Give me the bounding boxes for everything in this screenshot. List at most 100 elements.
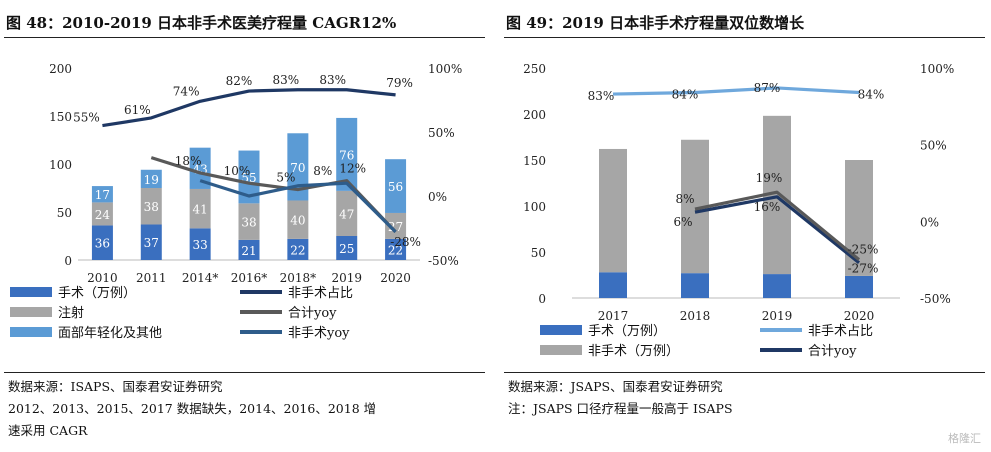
bar-segment (238, 203, 260, 240)
legend-label: 非手术（万例） (588, 344, 679, 359)
right-axis-tick: -50% (428, 254, 459, 268)
chart-title: 图 48：2010-2019 日本非手术医美疗程量 CAGR12% (6, 14, 397, 32)
bar-segment (599, 148, 627, 273)
right-axis-tick: 50% (428, 126, 455, 140)
legend-label: 手术（万例） (588, 324, 666, 339)
left-axis-tick: 150 (49, 110, 72, 124)
legend-swatch (10, 287, 52, 297)
line-data-label: 19% (756, 171, 783, 185)
source-rule (504, 372, 985, 373)
series-line (694, 190, 861, 261)
legend-label: 手术（万例） (58, 286, 136, 301)
x-tick-label: 2011 (136, 271, 167, 285)
line-data-label: 74% (173, 84, 200, 98)
x-tick-label: 2017 (598, 309, 629, 323)
bar-segment (336, 117, 358, 191)
chart-49: 0 50 100 150 200 250 -50% 0% 50% 100% 2017 2018 2019… (523, 62, 954, 359)
bar-segment (238, 150, 260, 204)
line-data-label: 8% (675, 192, 694, 206)
legend-label: 非手术yoy (288, 326, 350, 341)
bar-segment (336, 236, 358, 260)
left-axis-tick: 150 (523, 154, 546, 168)
line-data-label: -25% (848, 243, 879, 257)
x-tick-label: 2014* (182, 271, 219, 285)
bar-segment (336, 190, 358, 236)
bar-value-label: 36 (95, 237, 110, 251)
left-axis-tick: 100 (523, 200, 546, 214)
bar-value-label: 40 (290, 214, 305, 228)
bar-value-label: 76 (339, 148, 354, 162)
line-data-label: 16% (754, 200, 781, 214)
bar-segment (189, 147, 211, 189)
chart-title: 图 49：2019 日本非手术疗程量双位数增长 (506, 14, 805, 32)
bar-value-label: 24 (95, 208, 111, 222)
bar-segment (599, 272, 627, 298)
bar-segment (91, 202, 113, 226)
bar-value-label: 25 (339, 242, 354, 256)
line-data-label: 6% (673, 215, 692, 229)
left-axis-tick: 200 (49, 62, 72, 76)
bar-value-label: 38 (144, 200, 159, 214)
line-data-label: 83% (319, 73, 346, 87)
legend-label: 合计yoy (288, 306, 337, 321)
left-axis-tick: 50 (57, 206, 72, 220)
chart-48: 0 50 100 150 200 -50% 0% 50% 100% 36 37 33 21 22 25 22 2… (10, 62, 462, 341)
right-axis-tick: 100% (920, 62, 954, 76)
legend-swatch (10, 327, 52, 337)
bar-value-label: 38 (241, 216, 256, 230)
legend-label: 面部年轻化及其他 (58, 326, 162, 341)
source-line: 数据来源：JSAPS、国泰君安证券研究 (508, 379, 723, 394)
x-tick-label: 2020 (844, 309, 875, 323)
bar-segment (189, 228, 211, 260)
series-line (694, 195, 861, 264)
bar-value-label: 41 (193, 203, 208, 217)
x-tick-label: 2019 (331, 271, 362, 285)
left-axis-tick: 50 (531, 246, 546, 260)
bar-segment (385, 159, 407, 213)
bar-segment (287, 238, 309, 260)
bar-value-label: 56 (388, 180, 403, 194)
bar-segment (91, 225, 113, 260)
bar-value-label: 47 (339, 207, 354, 221)
bar-segment (238, 239, 260, 260)
legend-swatch (10, 307, 52, 317)
series-line (199, 179, 397, 233)
source-line: 2012、2013、2015、2017 数据缺失，2014、2016、2018 … (8, 401, 377, 416)
legend-swatch (540, 345, 582, 355)
source-line: 注：JSAPS 口径疗程量一般高于 ISAPS (508, 401, 733, 416)
title-rule (504, 37, 985, 38)
line-data-label: 83% (273, 73, 300, 87)
line-data-label: 10% (224, 164, 251, 178)
bar-segment (189, 188, 211, 229)
right-axis-tick: -50% (920, 292, 951, 306)
x-tick-label: 2018 (680, 309, 711, 323)
left-axis-tick: 200 (523, 108, 546, 122)
chart-panel-48: 图 48：2010-2019 日本非手术医美疗程量 CAGR12% 0 50 100… (0, 0, 491, 452)
line-data-label: 61% (124, 103, 151, 117)
bar-value-label: 33 (193, 238, 208, 252)
left-axis-tick: 250 (523, 62, 546, 76)
right-axis-tick: 0% (428, 190, 447, 204)
bar-value-label: 22 (290, 243, 305, 257)
source-line: 速采用 CAGR (8, 423, 88, 438)
watermark: 格隆汇 (948, 432, 981, 445)
series-line (102, 88, 396, 128)
x-tick-label: 2020 (380, 271, 411, 285)
line-data-label: 12% (339, 162, 366, 176)
left-axis-tick: 100 (49, 158, 72, 172)
bar-segment (140, 224, 162, 260)
bar-segment (140, 169, 162, 188)
line-data-label: 83% (588, 89, 615, 103)
bar-value-label: 17 (95, 188, 110, 202)
line-data-label: -28% (390, 235, 421, 249)
source-rule (4, 372, 485, 373)
line-data-label: 79% (386, 76, 413, 90)
bar-segment (385, 238, 407, 260)
right-axis-tick: 0% (920, 215, 939, 229)
x-tick-label: 2016* (231, 271, 268, 285)
bar-value-label: 37 (144, 236, 159, 250)
legend-label: 非手术占比 (288, 286, 353, 301)
line-data-label: 87% (754, 81, 781, 95)
left-axis-tick: 0 (64, 254, 72, 268)
bar-value-label: 22 (388, 243, 403, 257)
